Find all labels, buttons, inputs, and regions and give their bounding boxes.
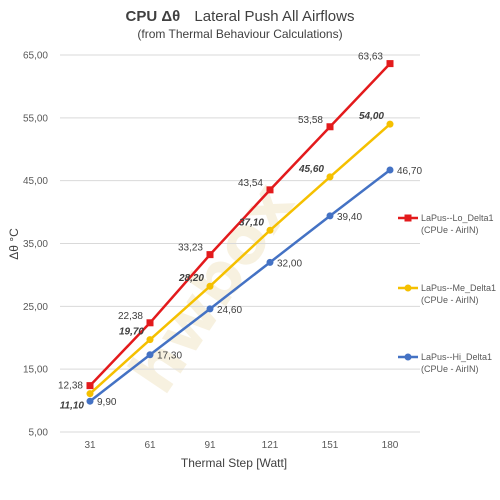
series-line <box>89 168 391 403</box>
data-point <box>386 60 394 68</box>
y-tick-label: 25,00 <box>23 302 48 313</box>
data-label: 46,70 <box>397 166 422 177</box>
data-point <box>86 397 94 405</box>
data-point <box>146 336 154 344</box>
data-label: 22,38 <box>118 311 143 322</box>
series-2 <box>86 120 394 398</box>
data-labels: 12,38 22,38 33,23 43,54 53,58 63,63 11,10 19,70… <box>58 52 422 412</box>
chart-title-rest: Lateral Push All Airflows <box>194 8 354 25</box>
x-tick-label: 151 <box>322 440 339 451</box>
x-tick-label: 121 <box>262 440 279 451</box>
data-point <box>86 382 94 390</box>
data-point <box>266 226 274 234</box>
data-label: 17,30 <box>157 351 182 362</box>
y-axis-title: Δθ °C <box>7 228 21 260</box>
data-label: 28,20 <box>178 273 204 284</box>
x-tick-label: 91 <box>204 440 216 451</box>
gridlines: 5,00 15,00 25,00 35,00 45,00 55,00 65,00 <box>23 51 420 439</box>
data-point <box>386 120 394 128</box>
data-point <box>146 319 154 327</box>
chart-title-bold: CPU Δθ <box>126 8 181 25</box>
data-point <box>206 282 214 290</box>
legend-item: LaPus--Lo_Delta1 (CPUe - AirIN) <box>398 213 494 235</box>
data-point <box>206 251 214 259</box>
data-label: 9,90 <box>97 397 117 408</box>
x-tick-label: 61 <box>144 440 156 451</box>
data-point <box>86 390 94 398</box>
legend-marker <box>404 353 412 361</box>
data-point <box>146 351 154 359</box>
data-label: 19,70 <box>119 327 144 338</box>
data-label: 53,58 <box>298 115 323 126</box>
data-label: 45,60 <box>298 164 324 175</box>
y-tick-label: 5,00 <box>29 428 49 439</box>
data-label: 12,38 <box>58 381 83 392</box>
x-tick-label: 180 <box>382 440 399 451</box>
y-tick-label: 65,00 <box>23 51 48 62</box>
legend-item: LaPus--Hi_Delta1 (CPUe - AirIN) <box>398 352 492 374</box>
data-label: 32,00 <box>277 258 302 269</box>
series-line <box>89 123 391 395</box>
x-tick-label: 31 <box>84 440 96 451</box>
data-label: 63,63 <box>358 52 383 63</box>
legend-series-sub: (CPUe - AirIN) <box>421 295 479 305</box>
data-point <box>266 258 274 266</box>
series-1 <box>86 60 394 390</box>
chart-title: CPU Δθ Lateral Push All Airflows <box>126 8 355 25</box>
y-tick-label: 35,00 <box>23 239 48 250</box>
data-point <box>326 173 334 181</box>
legend-series-sub: (CPUe - AirIN) <box>421 225 479 235</box>
legend-series-name: LaPus--Hi_Delta1 <box>421 352 492 362</box>
legend-series-sub: (CPUe - AirIN) <box>421 364 479 374</box>
data-label: 37,10 <box>239 217 264 228</box>
titles: CPU Δθ Lateral Push All Airflows (from T… <box>7 8 354 470</box>
legend-series-name: LaPus--Lo_Delta1 <box>421 213 494 223</box>
data-point <box>266 186 274 194</box>
data-point <box>206 305 214 313</box>
data-label: 33,23 <box>178 243 203 254</box>
series-lines <box>86 60 394 405</box>
series-3 <box>86 166 394 405</box>
data-label: 39,40 <box>337 212 362 223</box>
y-tick-label: 15,00 <box>23 365 48 376</box>
data-point <box>326 123 334 131</box>
data-label: 11,10 <box>60 401 85 412</box>
legend-item: LaPus--Me_Delta1 (CPUe - AirIN) <box>398 283 496 305</box>
data-point <box>386 166 394 174</box>
legend: LaPus--Lo_Delta1(CPUe - AirIN)LaPus--Me_… <box>398 213 496 374</box>
data-label: 54,00 <box>359 111 384 122</box>
axes: 31 61 91 121 151 180 <box>84 440 398 451</box>
legend-marker <box>404 284 412 292</box>
legend-marker <box>404 214 412 222</box>
data-label: 43,54 <box>238 178 263 189</box>
chart-subtitle: (from Thermal Behaviour Calculations) <box>137 27 342 41</box>
series-line <box>89 62 391 387</box>
y-tick-label: 55,00 <box>23 113 48 124</box>
legend-series-name: LaPus--Me_Delta1 <box>421 283 496 293</box>
data-label: 24,60 <box>217 305 242 316</box>
data-point <box>326 212 334 220</box>
y-tick-label: 45,00 <box>23 176 48 187</box>
x-axis-title: Thermal Step [Watt] <box>181 456 287 470</box>
